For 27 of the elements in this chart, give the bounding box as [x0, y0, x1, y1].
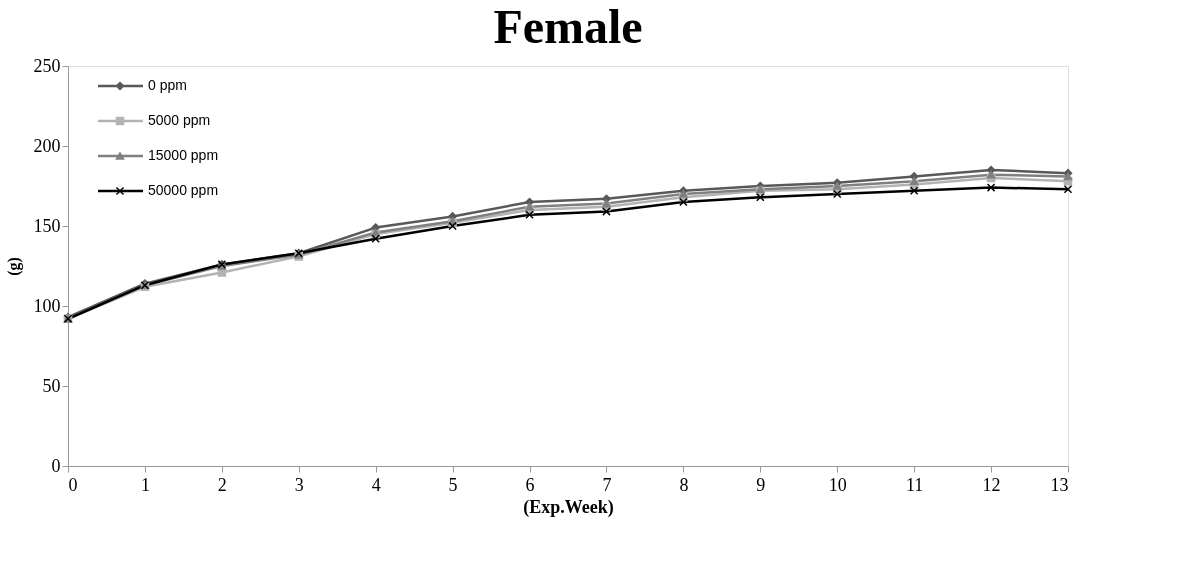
x-tick-label: 7 [602, 474, 612, 495]
y-tick-label: 100 [33, 295, 61, 316]
x-tick-label: 11 [905, 474, 924, 495]
y-tick-label: 250 [33, 55, 61, 76]
x-tick-label: 5 [448, 474, 458, 495]
x-tick-label: 6 [525, 474, 535, 495]
y-axis-title: (g) [4, 257, 23, 276]
legend-label: 50000 ppm [148, 182, 219, 198]
y-tick-label: 200 [33, 135, 61, 156]
legend-label: 0 ppm [148, 77, 187, 93]
y-tick-label: 0 [51, 455, 61, 476]
chart-title: Female [493, 0, 643, 53]
x-axis-title: (Exp.Week) [523, 496, 614, 518]
legend-label: 5000 ppm [148, 112, 211, 128]
x-tick-label: 0 [68, 474, 78, 495]
x-tick-label: 2 [217, 474, 227, 495]
x-tick-label: 1 [140, 474, 150, 495]
x-tick-label: 12 [982, 474, 1001, 495]
x-tick-label: 3 [294, 474, 304, 495]
x-tick-label: 4 [371, 474, 381, 495]
x-tick-label: 8 [679, 474, 689, 495]
x-tick-label: 13 [1050, 474, 1069, 495]
legend-label: 15000 ppm [148, 147, 219, 163]
y-tick-label: 150 [33, 215, 61, 236]
x-tick-label: 9 [756, 474, 766, 495]
y-tick-label: 50 [42, 375, 61, 396]
x-tick-label: 10 [828, 474, 847, 495]
